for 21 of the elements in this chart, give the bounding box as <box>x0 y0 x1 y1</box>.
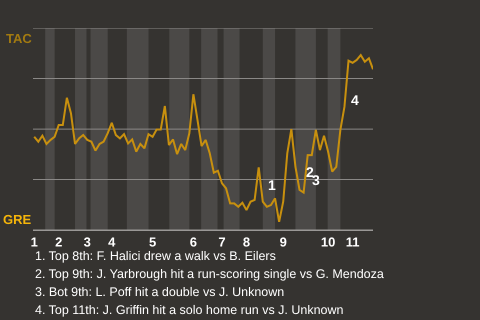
text: 4. Top 11th: J. Griffin hit a solo home run vs J. Unknown <box>35 303 344 317</box>
text: 1. Top 8th: F. Halici drew a walk vs B. Eilers <box>35 249 276 263</box>
x-tick-label: 4 <box>108 234 116 250</box>
x-tick-label: 9 <box>280 234 287 250</box>
x-tick-label: 2 <box>55 234 62 250</box>
x-tick-label: 3 <box>84 234 91 250</box>
x-tick-label: 7 <box>218 234 226 250</box>
x-tick-label: 1 <box>30 234 38 250</box>
annotation: 4 <box>351 92 359 108</box>
x-tick-label: 11 <box>346 234 360 250</box>
ref-line-label: TAC <box>6 31 32 46</box>
annotation: 1 <box>268 177 276 193</box>
x-tick-label: 6 <box>190 234 198 250</box>
text: 3. Bot 9th: L. Poff hit a double vs J. Unknown <box>35 285 284 299</box>
annotation: 3 <box>312 172 320 188</box>
text: 2. Top 9th: J. Yarbrough hit a run-scoring single vs G. Mendoza <box>35 267 384 281</box>
annotation: 2 <box>306 164 314 180</box>
x-tick-label: 5 <box>148 234 156 250</box>
x-tick-label: 8 <box>242 234 250 250</box>
ref-line-label: GRE <box>3 212 32 227</box>
x-tick-label: 10 <box>320 234 336 250</box>
